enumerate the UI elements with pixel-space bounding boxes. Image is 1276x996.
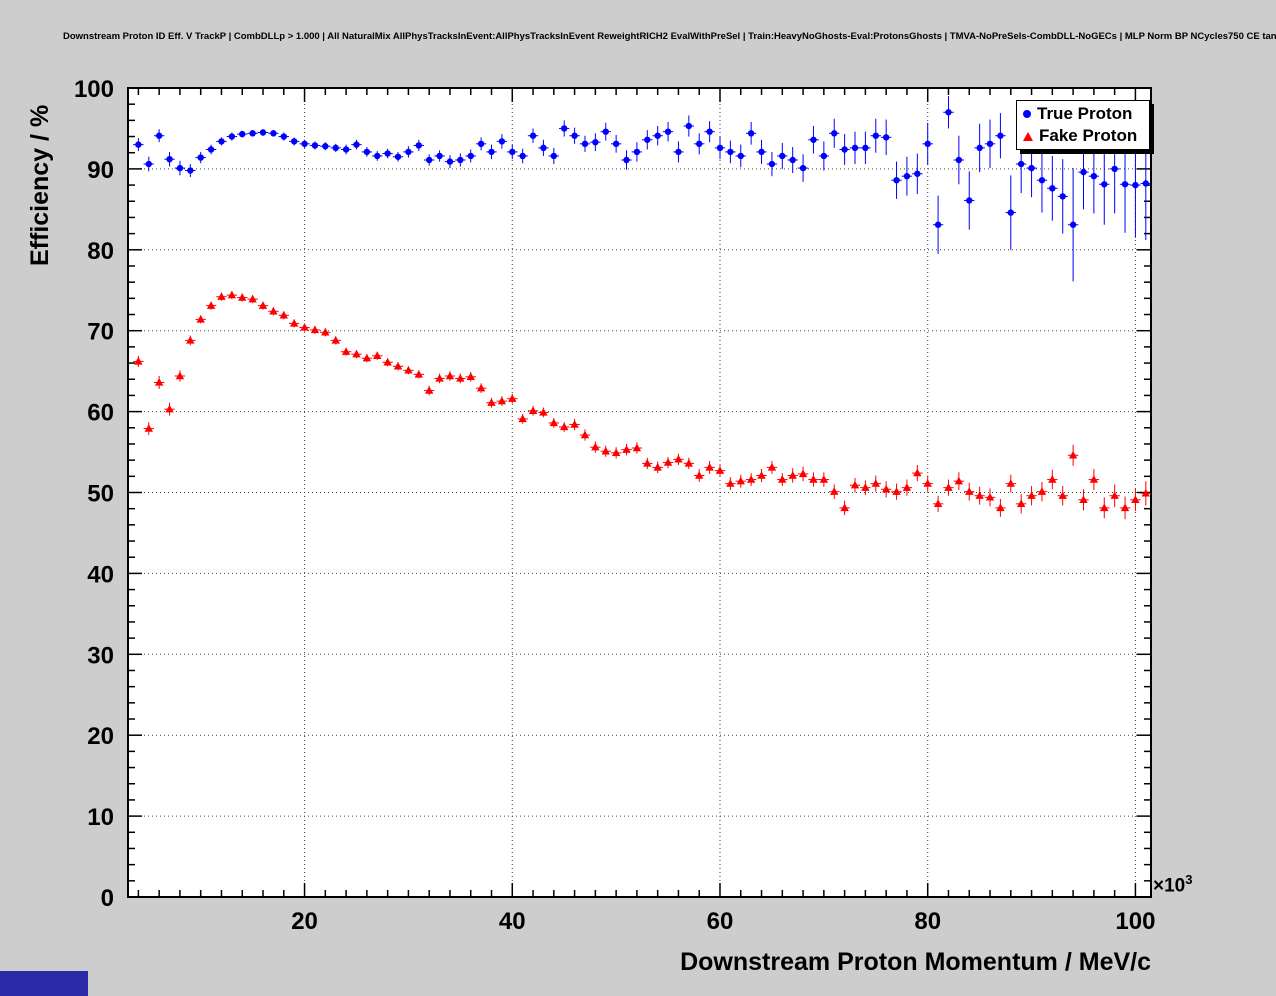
svg-text:40: 40 <box>87 561 114 588</box>
svg-text:70: 70 <box>87 319 114 346</box>
plot-title: Downstream Proton ID Eff. V TrackP | Com… <box>63 31 1276 42</box>
svg-text:60: 60 <box>707 908 734 935</box>
legend-entry-true-proton: True Proton <box>1017 103 1149 125</box>
svg-text:60: 60 <box>87 400 114 427</box>
bottom-left-blue-rect <box>0 971 88 996</box>
svg-text:80: 80 <box>914 908 941 935</box>
legend: True Proton Fake Proton <box>1016 100 1150 150</box>
x-exponent-superscript: 3 <box>1185 872 1193 887</box>
x-axis-title: Downstream Proton Momentum / MeV/c <box>680 948 1151 976</box>
y-axis-title: Efficiency / % <box>26 104 54 266</box>
svg-text:20: 20 <box>291 908 318 935</box>
legend-label-fake-proton: Fake Proton <box>1039 126 1138 145</box>
svg-text:100: 100 <box>1115 908 1155 935</box>
svg-text:10: 10 <box>87 804 114 831</box>
x-axis-exponent-label: ×103 <box>1153 872 1192 897</box>
svg-text:20: 20 <box>87 723 114 750</box>
svg-text:0: 0 <box>101 885 114 912</box>
svg-text:80: 80 <box>87 238 114 265</box>
fake-proton-marker-icon <box>1023 131 1033 141</box>
svg-text:40: 40 <box>499 908 526 935</box>
true-proton-marker-icon <box>1023 110 1031 118</box>
svg-text:50: 50 <box>87 481 114 508</box>
legend-label-true-proton: True Proton <box>1037 104 1133 123</box>
svg-text:100: 100 <box>74 76 114 103</box>
x-exponent-base: ×10 <box>1153 875 1186 897</box>
legend-entry-fake-proton: Fake Proton <box>1017 125 1149 147</box>
svg-text:90: 90 <box>87 157 114 184</box>
svg-text:30: 30 <box>87 642 114 669</box>
